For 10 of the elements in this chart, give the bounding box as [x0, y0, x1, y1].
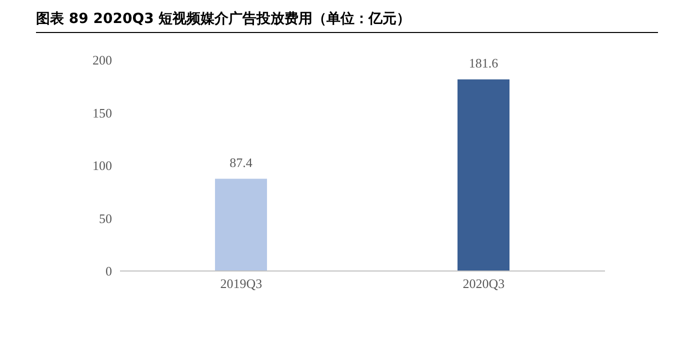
data-label: 181.6	[468, 55, 499, 70]
y-tick-label: 100	[92, 158, 112, 174]
x-tick-label: 2019Q3	[220, 276, 262, 292]
chart-title: 图表 89 2020Q3 短视频媒介广告投放费用（单位：亿元）	[36, 10, 658, 33]
y-tick-label: 200	[92, 52, 112, 68]
y-tick-label: 50	[99, 210, 112, 226]
data-label: 87.4	[230, 154, 253, 170]
y-tick-label: 0	[106, 264, 112, 279]
y-tick-label: 150	[92, 105, 112, 120]
x-tick-label: 2020Q3	[462, 276, 505, 292]
